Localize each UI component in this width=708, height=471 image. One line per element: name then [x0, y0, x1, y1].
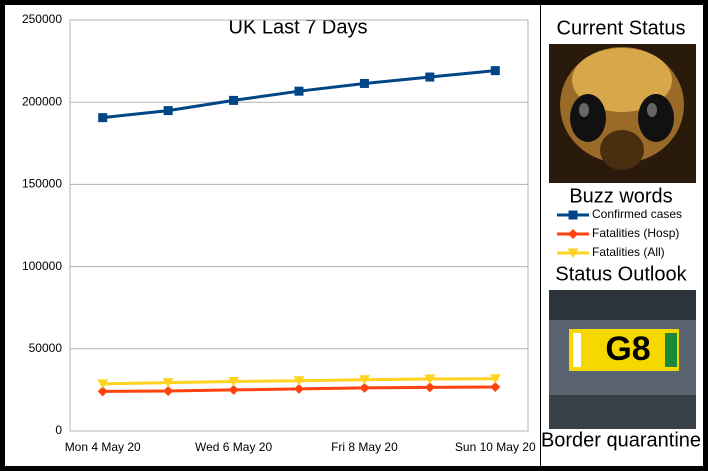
panel-heading: Current Status: [557, 17, 686, 39]
data-point: [358, 375, 370, 385]
gate-image: G8: [549, 290, 696, 429]
data-point: [424, 374, 436, 385]
x-tick-label: Wed 6 May 20: [195, 440, 272, 454]
data-point: [424, 382, 435, 393]
y-tick-label: 250000: [22, 12, 62, 26]
data-point: [98, 113, 108, 123]
y-tick-label: 0: [55, 423, 62, 437]
y-tick-label: 100000: [22, 259, 62, 273]
x-tick-label: Mon 4 May 20: [65, 440, 141, 454]
data-point: [490, 66, 500, 76]
x-tick-label: Sun 10 May 20: [455, 440, 536, 454]
y-tick-label: 50000: [29, 341, 63, 355]
data-point: [229, 95, 239, 105]
data-point: [359, 78, 369, 88]
data-point: [294, 383, 304, 394]
panel-heading: Status Outlook: [555, 263, 687, 285]
data-point: [228, 377, 240, 387]
sign-text: G8: [605, 330, 650, 368]
legend-marker: [568, 229, 578, 239]
y-tick-label: 150000: [22, 177, 62, 191]
data-point: [228, 384, 239, 395]
data-point: [489, 374, 501, 384]
y-tick-label: 200000: [22, 94, 62, 108]
legend-marker: [567, 248, 579, 258]
legend-label: Fatalities (Hosp): [592, 226, 679, 240]
legend-marker: [568, 210, 578, 220]
data-point: [490, 381, 501, 392]
legend-label: Confirmed cases: [592, 207, 682, 221]
data-point: [359, 382, 370, 393]
data-point: [294, 86, 304, 96]
caption: Border quarantine: [541, 429, 701, 451]
data-point: [163, 386, 174, 397]
bee-image: [549, 44, 696, 183]
legend-title: Buzz words: [569, 185, 672, 207]
data-point: [162, 378, 174, 388]
data-point: [163, 106, 173, 116]
data-point: [97, 386, 108, 397]
data-point: [425, 72, 435, 82]
chart-title: UK Last 7 Days: [229, 16, 368, 38]
x-tick-label: Fri 8 May 20: [331, 440, 398, 454]
data-point: [97, 379, 109, 389]
data-point: [293, 376, 305, 386]
legend-label: Fatalities (All): [592, 245, 665, 259]
